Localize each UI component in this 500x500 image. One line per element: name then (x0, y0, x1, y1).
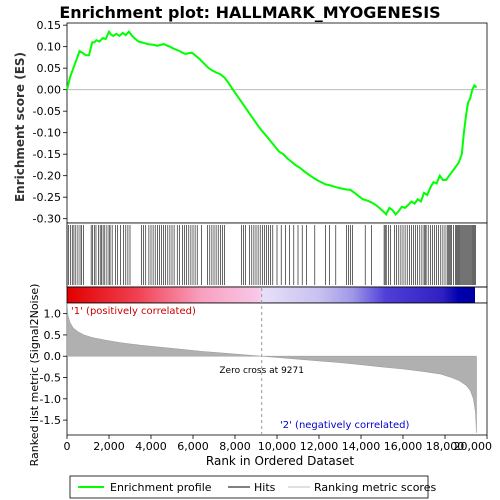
neg-correlated-label: '2' (negatively correlated) (280, 420, 409, 431)
metric-x-tick-label: 8,000 (219, 440, 251, 453)
metric-x-tick-label: 18,000 (426, 440, 465, 453)
chart-title: Enrichment plot: HALLMARK_MYOGENESIS (59, 3, 440, 22)
es-y-tick-label: 0.00 (37, 84, 62, 97)
metric-x-tick-label: 10,000 (258, 440, 297, 453)
metric-x-ticks: 0 2,000 4,000 6,000 8,000 10,000 12,000 14,000 1… (64, 435, 493, 453)
enrichment-profile-line (66, 29, 478, 217)
metric-y-tick-label: -0.5 (40, 372, 61, 385)
es-y-tick-label: -0.30 (33, 213, 61, 226)
metric-x-tick-label: 12,000 (300, 440, 339, 453)
legend-label-ranking: Ranking metric scores (314, 481, 436, 494)
metric-x-tick-label: 14,000 (342, 440, 381, 453)
es-y-axis-label: Enrichment score (ES) (13, 52, 27, 202)
metric-y-ticks: 1.0 0.5 0.0 -0.5 -1.0 -1.5 (40, 308, 67, 427)
es-y-ticks: 0.15 0.10 0.05 0.00 -0.05 -0.10 -0.15 -0.20 -0.2… (33, 19, 67, 226)
metric-x-tick-label: 2,000 (93, 440, 125, 453)
metric-y-tick-label: -1.0 (40, 393, 61, 406)
es-y-tick-label: -0.10 (33, 127, 61, 140)
hit-marks (66, 225, 476, 285)
metric-y-tick-label: 0.0 (44, 350, 62, 363)
metric-x-axis-label: Rank in Ordered Dataset (206, 454, 354, 468)
rank-color-bar (67, 287, 475, 303)
es-y-tick-label: 0.05 (37, 62, 62, 75)
metric-y-tick-label: 0.5 (44, 329, 62, 342)
metric-x-tick-label: 0 (64, 440, 71, 453)
metric-x-tick-label: 6,000 (177, 440, 209, 453)
es-y-tick-label: -0.15 (33, 148, 61, 161)
pos-correlated-label: '1' (positively correlated) (71, 306, 196, 317)
es-y-tick-label: 0.10 (37, 41, 62, 54)
zero-cross-label: Zero cross at 9271 (219, 366, 304, 376)
es-y-tick-label: -0.25 (33, 191, 61, 204)
metric-x-tick-label: 16,000 (384, 440, 423, 453)
es-y-tick-label: -0.20 (33, 170, 61, 183)
metric-y-tick-label: 1.0 (44, 308, 62, 321)
metric-x-tick-label: 20,000 (454, 440, 493, 453)
metric-y-axis-label: Ranked list metric (Signal2Noise) (28, 284, 41, 467)
legend-label-hits: Hits (254, 481, 276, 494)
metric-x-tick-label: 4,000 (135, 440, 167, 453)
es-y-tick-label: 0.15 (37, 19, 62, 32)
es-panel (66, 22, 488, 224)
es-y-tick-label: -0.05 (33, 105, 61, 118)
metric-y-tick-label: -1.5 (40, 414, 61, 427)
ranking-metric-area (66, 302, 477, 433)
legend-label-enrichment: Enrichment profile (110, 481, 212, 494)
